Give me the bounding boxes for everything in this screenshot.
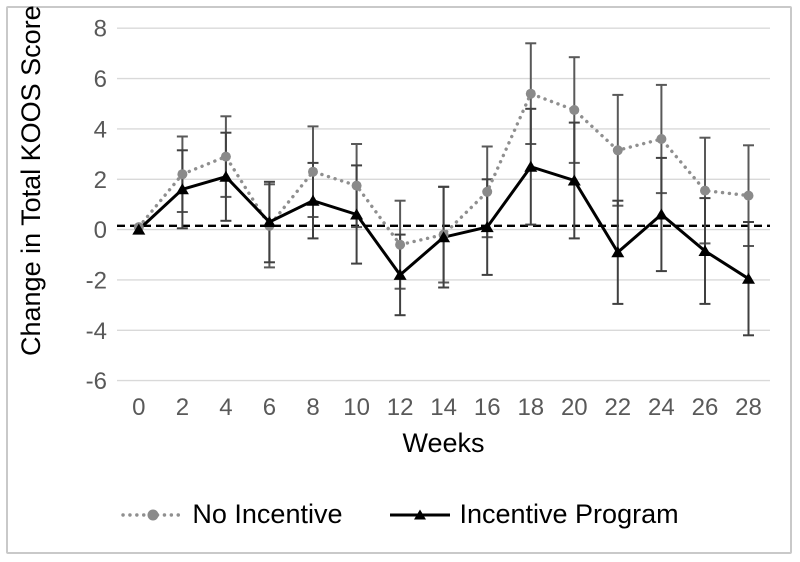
y-tick-label: -2	[86, 267, 107, 294]
marker-triangle	[698, 245, 712, 256]
x-tick-label: 22	[604, 394, 631, 421]
marker-circle	[351, 180, 362, 191]
marker-triangle	[654, 208, 668, 220]
legend-item-incentive-program: Incentive Program	[388, 499, 679, 530]
y-tick-label: -4	[86, 318, 107, 345]
marker-circle	[220, 151, 231, 162]
x-tick-label: 20	[561, 394, 588, 421]
marker-triangle	[262, 216, 276, 227]
marker-triangle	[132, 223, 146, 235]
y-tick-label: 8	[94, 16, 107, 43]
x-tick-label: 2	[176, 394, 189, 421]
x-tick-label: 12	[387, 394, 414, 421]
marker-triangle	[524, 160, 538, 172]
marker-circle	[395, 239, 406, 250]
legend: No Incentive Incentive Program	[0, 499, 800, 530]
marker-circle	[569, 105, 580, 115]
circle-marker-swatch	[147, 509, 159, 520]
legend-label-no-incentive: No Incentive	[192, 499, 343, 529]
marker-circle	[656, 134, 667, 144]
x-tick-label: 28	[735, 394, 762, 421]
marker-triangle	[742, 272, 755, 284]
incentive-program-key-icon	[390, 509, 451, 519]
marker-circle	[177, 169, 188, 180]
x-tick-label: 14	[430, 394, 457, 421]
marker-triangle	[611, 246, 625, 258]
no-incentive-key-icon	[121, 509, 186, 520]
x-axis-title: Weeks	[402, 428, 485, 458]
legend-item-no-incentive: No Incentive	[121, 499, 342, 530]
y-tick-label: 0	[94, 217, 107, 244]
x-tick-label: 16	[474, 394, 501, 421]
x-tick-label: 18	[517, 394, 544, 421]
marker-circle	[743, 190, 754, 201]
y-tick-label: 2	[94, 167, 107, 194]
legend-label-incentive-program: Incentive Program	[459, 499, 679, 529]
marker-triangle	[393, 268, 407, 280]
x-tick-label: 6	[263, 394, 276, 421]
marker-triangle	[219, 170, 233, 182]
x-tick-label: 8	[306, 394, 319, 421]
marker-circle	[482, 186, 493, 197]
marker-circle	[308, 166, 318, 177]
x-tick-label: 0	[132, 394, 145, 421]
y-axis-title: Change in Total KOOS Score	[16, 5, 46, 356]
marker-triangle	[175, 183, 189, 195]
marker-triangle	[480, 221, 494, 233]
marker-circle	[700, 185, 710, 196]
marker-circle	[612, 145, 623, 156]
marker-triangle	[350, 208, 364, 220]
x-tick-label: 26	[692, 394, 719, 421]
marker-triangle	[437, 231, 451, 243]
y-tick-label: 6	[94, 66, 107, 93]
triangle-marker-swatch	[414, 509, 427, 519]
y-tick-label: 4	[94, 116, 107, 143]
x-tick-label: 24	[648, 394, 675, 421]
marker-triangle	[306, 194, 320, 206]
marker-circle	[525, 88, 536, 99]
y-tick-label: -6	[86, 368, 107, 395]
x-tick-label: 4	[219, 394, 232, 421]
x-tick-label: 10	[343, 394, 370, 421]
marker-triangle	[567, 174, 581, 186]
